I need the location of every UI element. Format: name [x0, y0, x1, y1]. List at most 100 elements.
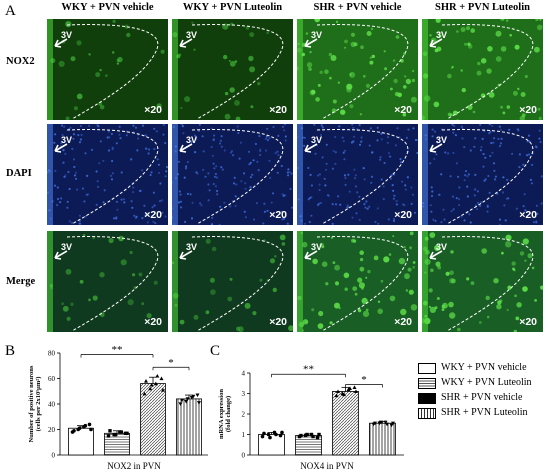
- cell-signal: [200, 204, 203, 207]
- cell-signal: [497, 137, 500, 141]
- cell-signal: [489, 154, 492, 158]
- cell-signal: [352, 126, 355, 129]
- data-point: [268, 435, 272, 440]
- cell-signal: [434, 245, 441, 251]
- cell-signal: [303, 144, 306, 147]
- cell-signal: [262, 222, 265, 225]
- cell-signal: [332, 99, 337, 104]
- row-label-merge: Merge: [6, 276, 36, 287]
- cell-signal: [215, 176, 219, 179]
- cell-signal: [95, 170, 98, 173]
- magnification-label: ×20: [269, 316, 287, 328]
- cell-signal: [85, 193, 88, 196]
- legend-swatch-white: [418, 363, 436, 374]
- cell-signal: [472, 110, 476, 114]
- cell-signal: [280, 210, 284, 213]
- cell-signal: [480, 201, 483, 204]
- magnification-label: ×20: [519, 104, 537, 116]
- cell-signal: [116, 208, 119, 211]
- legend-swatch-horizontal-lines: [418, 378, 436, 389]
- cell-signal: [363, 75, 366, 78]
- cell-signal: [213, 134, 216, 137]
- cell-signal: [486, 205, 489, 208]
- cell-signal: [377, 308, 383, 315]
- cell-signal: [223, 201, 226, 204]
- cell-signal: [436, 141, 439, 144]
- data-point: [155, 373, 160, 378]
- cell-signal: [435, 261, 441, 267]
- cell-signal: [211, 154, 214, 157]
- cell-signal: [68, 187, 71, 191]
- cell-signal: [520, 92, 526, 97]
- cell-signal: [164, 215, 167, 218]
- cell-signal: [369, 60, 374, 65]
- cell-signal: [332, 149, 335, 153]
- arrow-icon: [429, 143, 443, 153]
- panel-label-b: B: [5, 343, 16, 359]
- cell-signal: [269, 258, 276, 264]
- cell-signal: [480, 146, 483, 149]
- cell-signal: [184, 167, 188, 170]
- cell-signal: [395, 35, 400, 39]
- cell-signal: [318, 310, 324, 317]
- arrow-icon: [54, 250, 68, 260]
- cell-signal: [405, 78, 412, 85]
- cell-signal: [266, 31, 270, 35]
- cell-signal: [329, 321, 333, 325]
- pvn-boundary-line: [191, 24, 284, 120]
- cell-signal: [346, 206, 349, 209]
- cell-signal: [161, 211, 164, 214]
- cell-signal: [452, 208, 455, 211]
- third-ventricle-label: 3V: [61, 242, 73, 252]
- cell-signal: [127, 299, 134, 306]
- cell-signal: [365, 308, 369, 312]
- cell-signal: [309, 196, 312, 199]
- data-point: [153, 381, 158, 386]
- cell-signal: [468, 213, 471, 216]
- cell-signal: [238, 157, 241, 160]
- cell-signal: [311, 308, 315, 312]
- y-axis-label-units: (cells per 2x10⁵μm²): [35, 377, 42, 432]
- micrograph-merge-4: 3V ×20: [422, 231, 543, 332]
- cell-signal: [118, 235, 124, 242]
- cell-signal: [344, 46, 347, 49]
- cell-signal: [184, 96, 191, 103]
- cell-signal: [78, 141, 82, 144]
- cell-signal: [99, 140, 102, 143]
- magnification-label: ×20: [144, 209, 162, 221]
- cell-signal: [370, 27, 374, 31]
- cell-signal: [363, 178, 366, 181]
- y-tick-label: 0: [242, 452, 246, 460]
- cell-signal: [77, 134, 80, 137]
- cell-signal: [305, 320, 308, 324]
- legend-label: SHR + PVN vehicle: [441, 392, 523, 403]
- micrograph-dapi-4: 3V ×20: [422, 124, 543, 225]
- cell-signal: [234, 100, 240, 106]
- x-axis-label: NOX4 in PVN: [300, 461, 354, 471]
- cell-signal: [478, 321, 482, 324]
- cell-signal: [153, 127, 156, 130]
- cell-signal: [344, 183, 347, 186]
- cell-signal: [199, 202, 202, 205]
- cell-signal: [263, 202, 266, 205]
- cell-signal: [56, 204, 59, 207]
- data-point: [142, 391, 147, 396]
- cell-signal: [346, 83, 353, 90]
- third-ventricle-label: 3V: [436, 242, 448, 252]
- data-point: [184, 399, 189, 404]
- cell-signal: [179, 319, 185, 325]
- cell-signal: [353, 177, 357, 180]
- cell-signal: [111, 148, 114, 151]
- cell-signal: [184, 220, 187, 223]
- cell-signal: [244, 187, 247, 190]
- cell-signal: [108, 136, 111, 139]
- cell-signal: [321, 156, 324, 159]
- cell-signal: [234, 204, 237, 208]
- cell-signal: [180, 106, 183, 110]
- cell-signal: [88, 53, 91, 56]
- ventricle-wall: [47, 124, 53, 225]
- pvn-boundary-line: [316, 129, 409, 225]
- cell-signal: [486, 315, 490, 319]
- cell-signal: [466, 185, 469, 188]
- data-point: [309, 432, 314, 437]
